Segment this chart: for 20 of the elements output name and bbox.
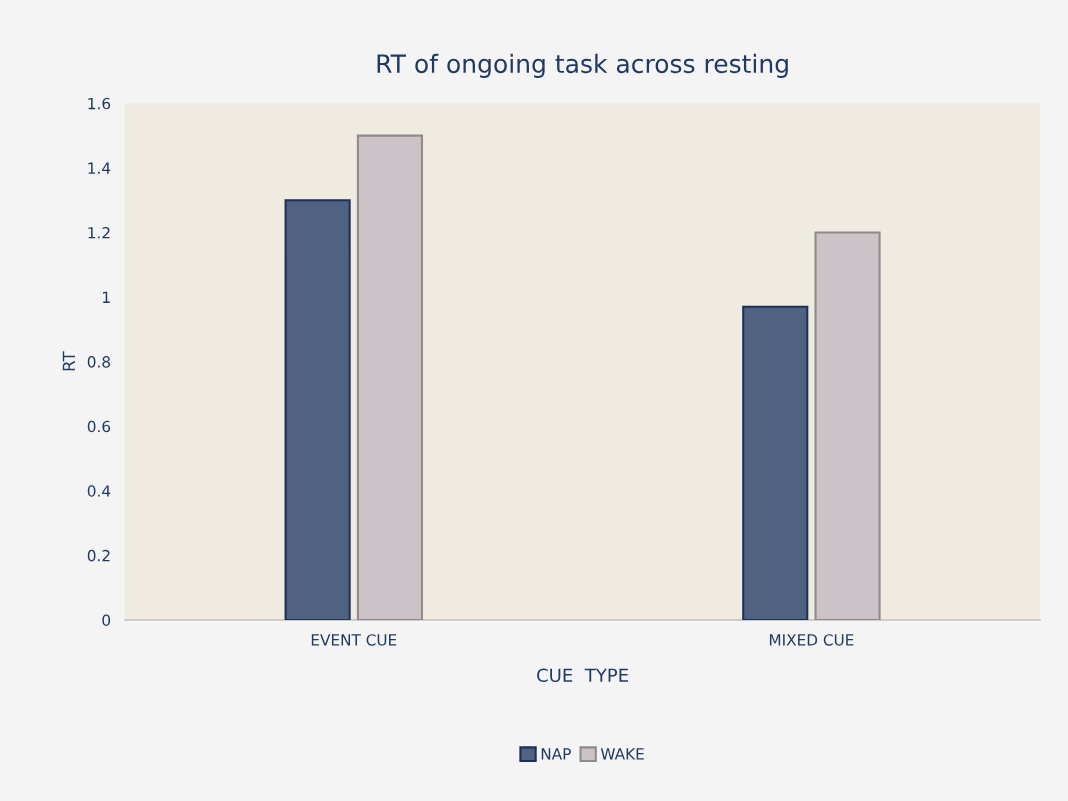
bar (284, 199, 351, 620)
x-tick-label: MIXED CUE (769, 634, 854, 646)
y-axis-title: RT (62, 351, 75, 371)
y-tick-label: 1.2 (88, 226, 110, 239)
bar (356, 134, 423, 620)
bar (742, 305, 809, 620)
bar (814, 231, 881, 620)
legend-label: NAP (541, 748, 571, 760)
y-tick-label: 1 (103, 291, 110, 303)
y-tick-label: 0.4 (87, 485, 111, 497)
y-tick-label: 1.4 (88, 162, 111, 174)
y-tick-label: 0.2 (87, 549, 110, 562)
y-tick-label: 0.8 (87, 356, 111, 368)
legend-label: WAKE (600, 748, 644, 760)
chart-title: RT of ongoing task across resting (377, 53, 788, 78)
y-tick-label: 0 (102, 614, 111, 626)
y-tick-label: 0.6 (87, 420, 111, 433)
x-axis-title: CUE TYPE (537, 668, 628, 683)
y-tick-label: 1.6 (88, 97, 111, 110)
x-tick-label: EVENT CUE (311, 634, 397, 646)
